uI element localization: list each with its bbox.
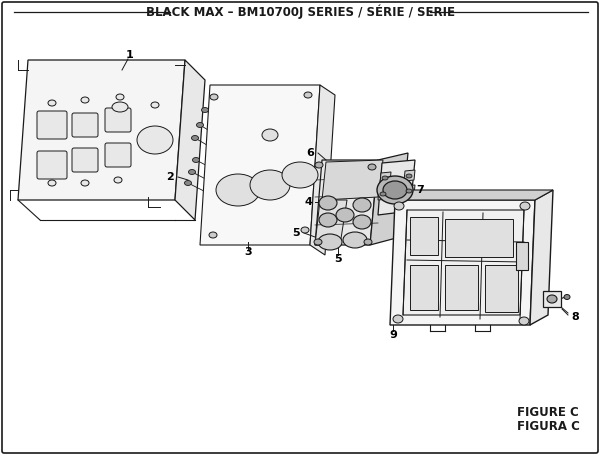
Ellipse shape <box>250 170 290 200</box>
Ellipse shape <box>282 162 318 188</box>
Ellipse shape <box>193 157 199 162</box>
Ellipse shape <box>319 196 337 210</box>
Polygon shape <box>310 85 335 255</box>
Text: 6: 6 <box>306 148 314 158</box>
FancyBboxPatch shape <box>37 111 67 139</box>
Ellipse shape <box>216 174 260 206</box>
Ellipse shape <box>301 227 309 233</box>
Ellipse shape <box>319 213 337 227</box>
Polygon shape <box>378 160 415 215</box>
Text: 7: 7 <box>416 185 424 195</box>
Ellipse shape <box>114 177 122 183</box>
Ellipse shape <box>380 192 386 196</box>
Text: 9: 9 <box>389 330 397 340</box>
Ellipse shape <box>406 174 412 178</box>
Ellipse shape <box>353 198 371 212</box>
Polygon shape <box>18 60 185 200</box>
Bar <box>445 219 513 257</box>
Polygon shape <box>322 160 383 200</box>
Ellipse shape <box>304 92 312 98</box>
Ellipse shape <box>210 94 218 100</box>
Ellipse shape <box>81 180 89 186</box>
Text: FIGURA C: FIGURA C <box>517 420 580 434</box>
Polygon shape <box>390 200 535 325</box>
Text: FIGURE C: FIGURE C <box>517 406 579 420</box>
Ellipse shape <box>209 232 217 238</box>
Ellipse shape <box>315 162 323 168</box>
Ellipse shape <box>519 317 529 325</box>
Text: 5: 5 <box>292 228 300 238</box>
Bar <box>410 217 438 255</box>
Polygon shape <box>370 153 408 245</box>
Bar <box>485 265 518 312</box>
Ellipse shape <box>520 202 530 210</box>
Text: 2: 2 <box>166 172 174 182</box>
Ellipse shape <box>336 208 354 222</box>
Polygon shape <box>315 200 347 245</box>
Text: 8: 8 <box>571 312 579 322</box>
Ellipse shape <box>394 202 404 210</box>
Ellipse shape <box>112 102 128 112</box>
FancyBboxPatch shape <box>105 108 131 132</box>
Ellipse shape <box>188 170 196 175</box>
Ellipse shape <box>377 176 413 204</box>
Ellipse shape <box>137 126 173 154</box>
FancyBboxPatch shape <box>37 151 67 179</box>
FancyBboxPatch shape <box>72 113 98 137</box>
Ellipse shape <box>151 102 159 108</box>
Ellipse shape <box>202 107 209 112</box>
Polygon shape <box>404 185 415 197</box>
Ellipse shape <box>383 181 407 199</box>
FancyBboxPatch shape <box>105 143 131 167</box>
Ellipse shape <box>116 94 124 100</box>
Ellipse shape <box>382 176 388 180</box>
Ellipse shape <box>48 180 56 186</box>
Bar <box>543 291 561 307</box>
Bar <box>445 265 478 310</box>
Ellipse shape <box>393 315 403 323</box>
Bar <box>410 265 438 310</box>
Ellipse shape <box>262 129 278 141</box>
Ellipse shape <box>364 239 372 245</box>
Ellipse shape <box>353 215 371 229</box>
Text: BLACK MAX – BM10700J SERIES / SÉRIE / SERIE: BLACK MAX – BM10700J SERIES / SÉRIE / SE… <box>146 5 455 19</box>
Ellipse shape <box>406 189 412 193</box>
Ellipse shape <box>314 239 322 245</box>
FancyBboxPatch shape <box>72 148 98 172</box>
Ellipse shape <box>547 295 557 303</box>
Polygon shape <box>315 160 378 245</box>
Ellipse shape <box>185 181 191 186</box>
Polygon shape <box>378 188 389 200</box>
Text: 5: 5 <box>334 254 342 264</box>
Ellipse shape <box>197 122 203 127</box>
Polygon shape <box>530 190 553 325</box>
Ellipse shape <box>48 100 56 106</box>
Ellipse shape <box>318 234 342 250</box>
Ellipse shape <box>191 136 199 141</box>
Ellipse shape <box>343 232 367 248</box>
Polygon shape <box>380 172 391 183</box>
Polygon shape <box>404 170 415 181</box>
Polygon shape <box>175 60 205 220</box>
Bar <box>516 242 528 270</box>
Polygon shape <box>200 85 320 245</box>
Polygon shape <box>395 190 553 200</box>
Ellipse shape <box>368 164 376 170</box>
Text: 3: 3 <box>244 247 252 257</box>
Text: 4: 4 <box>304 197 312 207</box>
Ellipse shape <box>81 97 89 103</box>
Ellipse shape <box>564 294 570 299</box>
Text: 1: 1 <box>126 50 134 60</box>
Polygon shape <box>403 210 524 315</box>
